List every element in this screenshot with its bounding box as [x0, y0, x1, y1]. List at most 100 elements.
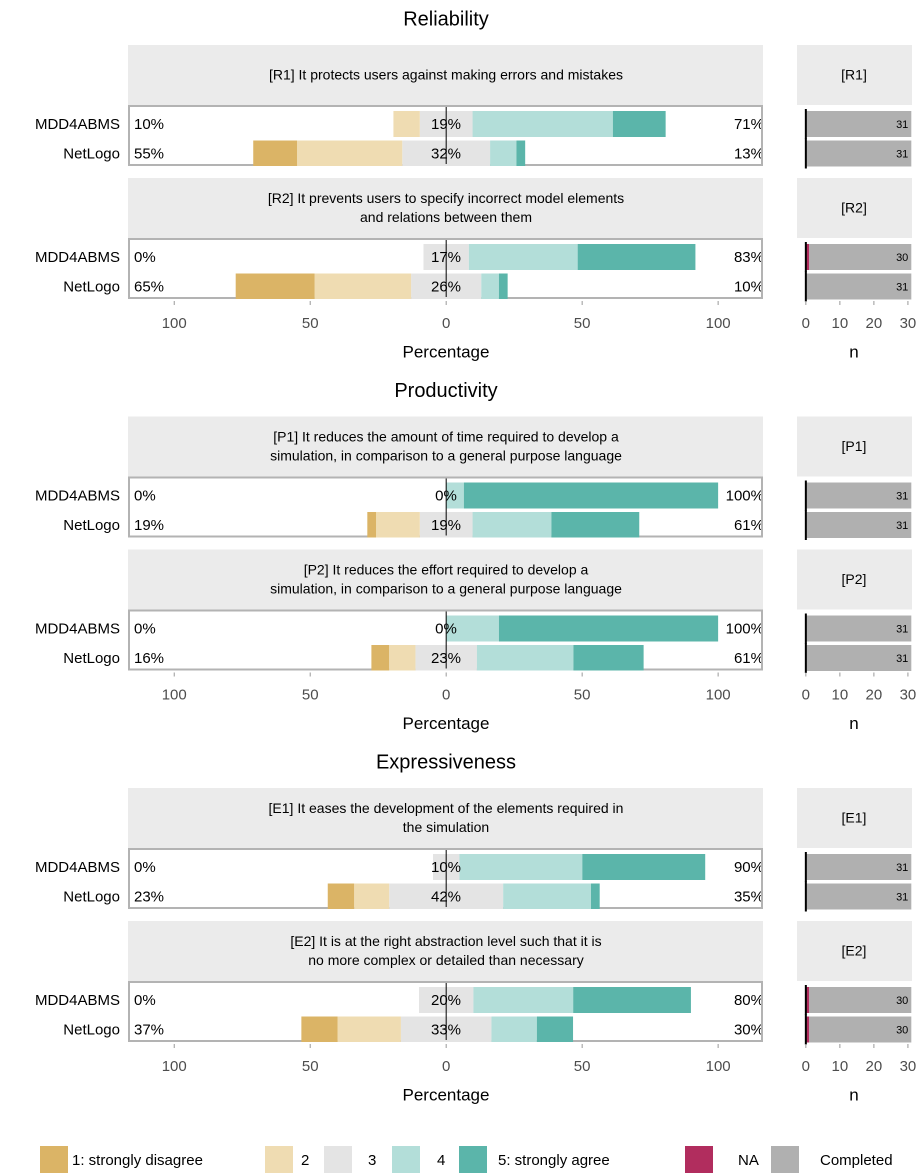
- bar-segment: [446, 615, 499, 642]
- panel-content: 0% 10% 90%23% 42% 35%: [134, 850, 764, 909]
- completed-bar: [805, 645, 912, 671]
- summary-label: 61%: [734, 517, 764, 534]
- n-tick-label: 10: [832, 686, 849, 703]
- na-bar: [805, 987, 810, 1013]
- section-title: Productivity: [394, 380, 497, 402]
- bar-segment: [503, 883, 591, 909]
- summary-label: 0%: [134, 249, 156, 266]
- count-label: 31: [896, 119, 908, 131]
- count-label: 30: [896, 1024, 908, 1036]
- facet-label: [E1]: [842, 810, 867, 826]
- count-label: 31: [896, 862, 908, 874]
- facet-strip: [797, 549, 912, 610]
- bar-segment: [327, 883, 355, 909]
- facet-strip: [797, 45, 912, 105]
- x-tick-label: 100: [162, 315, 187, 332]
- legend-label: Completed: [820, 1152, 893, 1169]
- summary-label: 35%: [734, 888, 764, 905]
- panel-content: 0% 17% 83%65% 26% 10%: [134, 240, 764, 299]
- bar-segment: [314, 273, 412, 299]
- n-tick-label: 20: [866, 686, 883, 703]
- n-tick-label: 30: [900, 1058, 917, 1075]
- n-tick-label: 10: [832, 315, 849, 332]
- count-label: 31: [896, 148, 908, 160]
- row-label: MDD4ABMS: [35, 249, 120, 266]
- bar-segment: [459, 854, 583, 880]
- bar-segment: [491, 1016, 537, 1042]
- bar-segment: [498, 273, 508, 299]
- section-title: Expressiveness: [376, 751, 516, 773]
- n-tick-label: 0: [802, 315, 810, 332]
- count-label: 31: [896, 653, 908, 665]
- facet-strip: [128, 416, 763, 477]
- summary-label: 83%: [734, 249, 764, 266]
- summary-label: 0%: [134, 487, 156, 504]
- x-tick-label: 100: [706, 315, 731, 332]
- bar-segment: [490, 140, 517, 166]
- completed-bar: [809, 987, 912, 1013]
- legend-swatch: [685, 1146, 713, 1173]
- bar-segment: [590, 883, 600, 909]
- n-tick-label: 0: [802, 686, 810, 703]
- completed-bar: [805, 111, 912, 137]
- count-label: 30: [896, 995, 908, 1007]
- summary-label: 10%: [134, 116, 164, 133]
- summary-label: 0%: [134, 859, 156, 876]
- x-tick-label: 0: [442, 1058, 450, 1075]
- facet-label: [P2] It reduces the effort required to d…: [304, 562, 589, 578]
- count-label: 31: [896, 623, 908, 635]
- x-axis-title: Percentage: [403, 1085, 490, 1104]
- bar-segment: [393, 111, 420, 137]
- bar-segment: [536, 1016, 574, 1042]
- bar-segment: [371, 645, 390, 671]
- x-tick-label: 100: [706, 1058, 731, 1075]
- na-bar: [805, 244, 810, 270]
- facet-strip: [797, 416, 912, 477]
- count-label: 31: [896, 520, 908, 532]
- facet-label: [R2] It prevents users to specify incorr…: [268, 190, 624, 206]
- count-label: 30: [896, 252, 908, 264]
- n-tick-label: 20: [866, 1058, 883, 1075]
- bar-segment: [337, 1016, 401, 1042]
- legend-swatch: [265, 1146, 293, 1173]
- facet-label: the simulation: [403, 819, 489, 835]
- facet-label: [P1] It reduces the amount of time requi…: [273, 429, 619, 445]
- bar-segment: [498, 615, 719, 642]
- facet-label: simulation, in comparison to a general p…: [270, 448, 622, 464]
- facet-label: [E1] It eases the development of the ele…: [269, 800, 624, 816]
- x-axis-title: Percentage: [403, 714, 490, 733]
- row-label: NetLogo: [63, 888, 120, 905]
- row-label: NetLogo: [63, 145, 120, 162]
- summary-label: 19%: [134, 517, 164, 534]
- completed-bar: [805, 615, 912, 642]
- x-tick-label: 100: [162, 1058, 187, 1075]
- x-tick-label: 50: [574, 315, 591, 332]
- row-label: NetLogo: [63, 1021, 120, 1038]
- summary-label: 10%: [734, 278, 764, 295]
- facet-label: [P2]: [842, 571, 867, 587]
- facet-strip: [128, 788, 763, 848]
- n-axis-title: n: [849, 714, 858, 733]
- x-tick-label: 50: [302, 686, 319, 703]
- facet-label: [R1]: [841, 67, 867, 83]
- legend-label: 2: [301, 1152, 309, 1169]
- x-tick-label: 0: [442, 315, 450, 332]
- facet-strip: [128, 178, 763, 238]
- summary-label: 0%: [134, 620, 156, 637]
- completed-bar: [809, 244, 912, 270]
- x-tick-label: 100: [162, 686, 187, 703]
- completed-bar: [805, 140, 912, 167]
- legend-swatch: [771, 1146, 799, 1173]
- legend-label: 4: [437, 1152, 445, 1169]
- x-tick-label: 100: [706, 686, 731, 703]
- summary-label: 55%: [134, 145, 164, 162]
- legend-label: NA: [738, 1152, 759, 1169]
- legend-swatch: [392, 1146, 420, 1173]
- summary-label: 0%: [134, 992, 156, 1009]
- bar-segment: [389, 645, 416, 671]
- n-axis-title: n: [849, 1085, 858, 1104]
- legend-swatch: [40, 1146, 68, 1173]
- x-tick-label: 50: [302, 315, 319, 332]
- bar-segment: [612, 111, 666, 137]
